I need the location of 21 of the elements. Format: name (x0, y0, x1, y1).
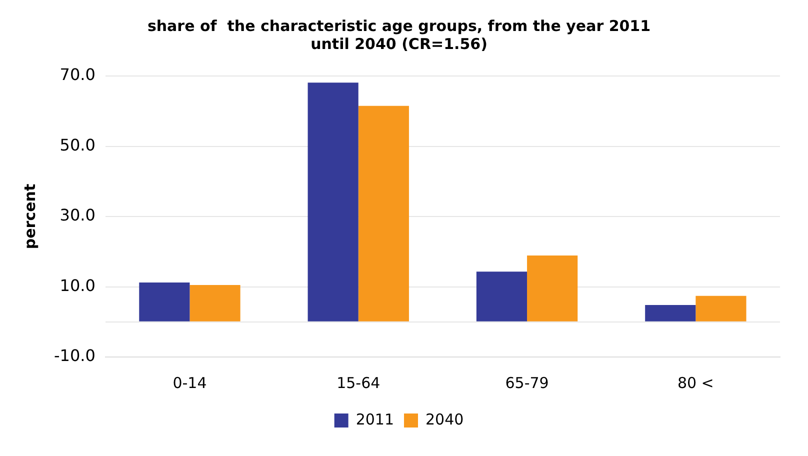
y-tick-label: 70.0 (60, 65, 96, 84)
x-tick-label: 65-79 (505, 374, 549, 392)
x-tick-label: 80 < (677, 374, 714, 392)
y-tick-label: 50.0 (60, 135, 96, 154)
bar (358, 106, 409, 322)
bar (139, 282, 190, 322)
y-tick-label: 10.0 (60, 276, 96, 295)
legend-label: 2011 (356, 410, 394, 428)
bar (527, 255, 578, 322)
x-tick-label: 15-64 (336, 374, 380, 392)
y-tick-label: -10.0 (54, 346, 96, 366)
chart-title: share of the characteristic age groups, from the year 2011 until 2040 (CR=1.56) (147, 16, 651, 53)
bar (308, 82, 358, 322)
bar (190, 284, 240, 322)
bar (476, 272, 528, 322)
bar (696, 296, 746, 322)
y-tick-label: 30.0 (60, 206, 96, 225)
x-tick-label: 0-14 (172, 374, 207, 392)
legend-label: 2040 (426, 410, 464, 428)
y-axis-title: percent (20, 184, 39, 250)
bar (645, 305, 696, 322)
